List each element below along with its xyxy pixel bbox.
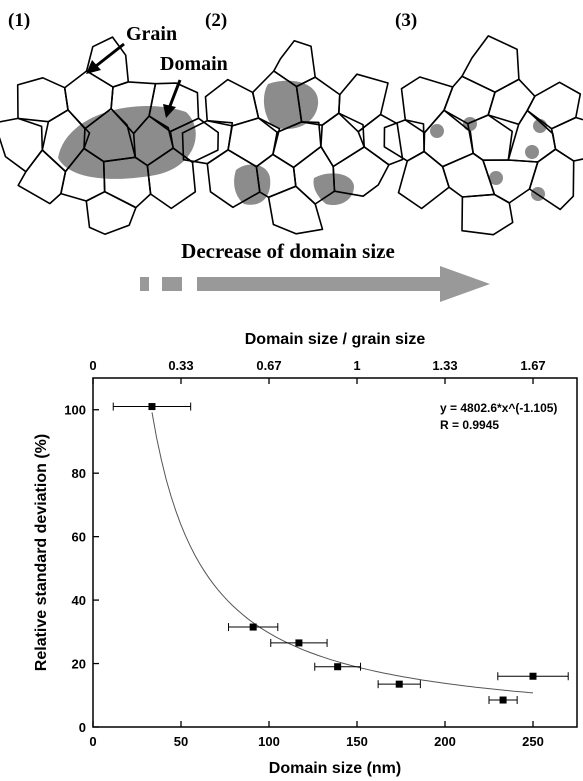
- x-tick-label: 200: [434, 734, 456, 749]
- x-tick-label: 50: [174, 734, 188, 749]
- x2-tick-label: 1: [353, 358, 360, 373]
- grain-fill: [551, 117, 583, 161]
- domain: [430, 124, 444, 138]
- fit-equation: y = 4802.6*x^(-1.105): [440, 401, 557, 415]
- x2-tick-label: 0.33: [168, 358, 193, 373]
- progress-arrow: [140, 266, 490, 302]
- caption: Decrease of domain size: [181, 239, 395, 263]
- y-tick-label: 40: [72, 593, 86, 608]
- x-tick-label: 250: [522, 734, 544, 749]
- domain: [525, 145, 539, 159]
- data-point: [249, 623, 257, 631]
- domain: [463, 117, 477, 131]
- data-point: [529, 672, 537, 680]
- x-tick-label: 100: [258, 734, 280, 749]
- domain: [234, 164, 271, 205]
- grain-fill: [0, 118, 43, 172]
- grain-boundary: [528, 148, 575, 211]
- x2-tick-label: 1.67: [520, 358, 545, 373]
- data-point: [148, 403, 156, 411]
- grain-boundary: [146, 147, 197, 210]
- grain-fill: [384, 119, 425, 161]
- grain-fill: [488, 79, 535, 125]
- domain: [489, 171, 503, 185]
- grain-fill: [272, 121, 321, 168]
- grain-fill: [268, 186, 323, 234]
- domain-label: Domain: [160, 53, 228, 75]
- grain-fill: [205, 79, 259, 126]
- plot-frame: [92, 377, 578, 728]
- x2-tick-label: 0: [89, 358, 96, 373]
- grain-fill: [228, 118, 280, 167]
- data-point: [395, 680, 403, 688]
- data-point: [295, 639, 303, 647]
- x-tick-label: 150: [346, 734, 368, 749]
- grain-fill: [273, 40, 316, 87]
- grain-fill: [86, 191, 136, 235]
- fit-r: R = 0.9945: [440, 418, 499, 432]
- grain-fill: [398, 151, 449, 209]
- data-point: [334, 663, 342, 671]
- grain-boundary: [461, 193, 514, 236]
- grain-fill: [442, 153, 495, 197]
- panel-label: (3): [395, 10, 417, 31]
- y-axis-label: Relative standard deviation (%): [33, 434, 50, 671]
- grain-boundary: [267, 185, 324, 235]
- grain-fill: [467, 115, 513, 161]
- y-tick-label: 60: [72, 530, 86, 545]
- x-tick-label: 0: [89, 734, 96, 749]
- pointer-arrows: [86, 42, 182, 118]
- grain-fill: [444, 76, 495, 124]
- x2-tick-label: 1.33: [432, 358, 457, 373]
- x2-axis-label: Domain size / grain size: [245, 331, 426, 348]
- chart: 0 50 100 150 200 250 0 0.33 0.67 1 1.33 1.67 0 20 40 60…: [33, 331, 578, 777]
- panel-label: (1): [8, 10, 30, 31]
- grain-fill: [462, 194, 513, 235]
- grain-fill: [17, 77, 68, 122]
- panel-label: (2): [205, 10, 227, 31]
- y-tick-label: 80: [72, 466, 86, 481]
- grain-fill: [401, 77, 453, 133]
- x2-tick-label: 0.67: [256, 358, 281, 373]
- grain-boundary: [85, 190, 137, 235]
- grain-fill: [462, 35, 519, 93]
- grain-diagram: [0, 35, 583, 236]
- grain-fill: [18, 150, 66, 204]
- y-tick-label: 0: [79, 720, 86, 735]
- grain-fill: [527, 82, 581, 129]
- data-point: [499, 696, 507, 704]
- grain-boundary: [332, 146, 390, 197]
- fit-curve: [151, 412, 534, 694]
- x-axis-label: Domain size (nm): [269, 760, 401, 777]
- domain: [263, 80, 319, 130]
- y-tick-label: 20: [72, 657, 86, 672]
- y-tick-label: 100: [64, 403, 86, 418]
- grain-label: Grain: [126, 23, 177, 45]
